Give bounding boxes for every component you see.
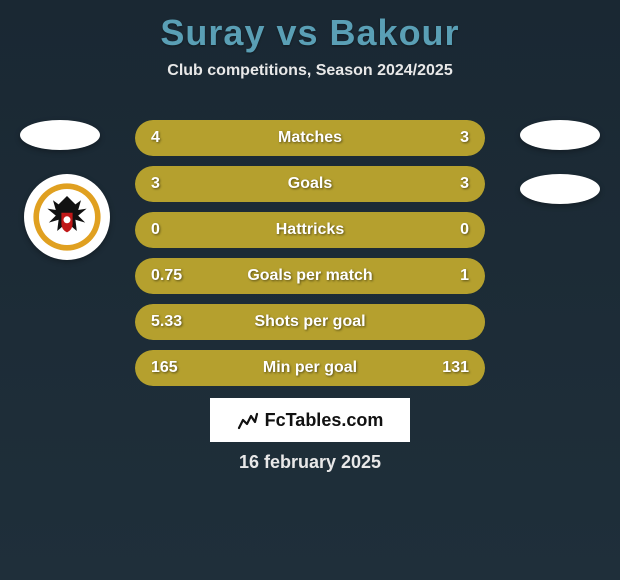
- eagles-crest-icon: [32, 182, 102, 252]
- branding-logo[interactable]: FcTables.com: [210, 398, 410, 442]
- player-left-badge: [20, 120, 100, 150]
- stat-label: Goals per match: [135, 267, 485, 285]
- stat-value-right: 3: [460, 129, 469, 147]
- stat-label: Goals: [135, 175, 485, 193]
- stat-value-left: 0.75: [151, 267, 182, 285]
- stat-row: Goals per match0.75 1: [135, 258, 485, 294]
- stat-value-right: 1: [460, 267, 469, 285]
- stat-row: Min per goal165 131: [135, 350, 485, 386]
- stats-container: Matches43Goals33Hattricks00Goals per mat…: [135, 120, 485, 396]
- stat-value-left: 5.33: [151, 313, 182, 331]
- stat-row: Hattricks0 0: [135, 212, 485, 248]
- stat-label: Matches: [135, 129, 485, 147]
- stat-value-left: 3: [151, 175, 160, 193]
- page-title: Suray vs Bakour: [0, 0, 620, 54]
- player-right-badge-2: [520, 174, 600, 204]
- stat-value-left: 165: [151, 359, 178, 377]
- stat-label: Shots per goal: [135, 313, 485, 331]
- player-right-badge: [520, 120, 600, 150]
- stat-row: Goals3 3: [135, 166, 485, 202]
- stat-value-right: 131: [442, 359, 469, 377]
- stat-label: Hattricks: [135, 221, 485, 239]
- comparison-date: 16 february 2025: [0, 452, 620, 473]
- stat-value-right: 3: [460, 175, 469, 193]
- branding-text: FcTables.com: [265, 410, 384, 431]
- stat-row: Matches4 3: [135, 120, 485, 156]
- subtitle: Club competitions, Season 2024/2025: [0, 62, 620, 80]
- stat-value-left: 4: [151, 129, 160, 147]
- stat-row: Shots per goal5.33: [135, 304, 485, 340]
- club-badge-left: [24, 174, 110, 260]
- fctables-icon: [237, 410, 259, 430]
- stat-value-left: 0: [151, 221, 160, 239]
- stat-label: Min per goal: [135, 359, 485, 377]
- stat-value-right: 0: [460, 221, 469, 239]
